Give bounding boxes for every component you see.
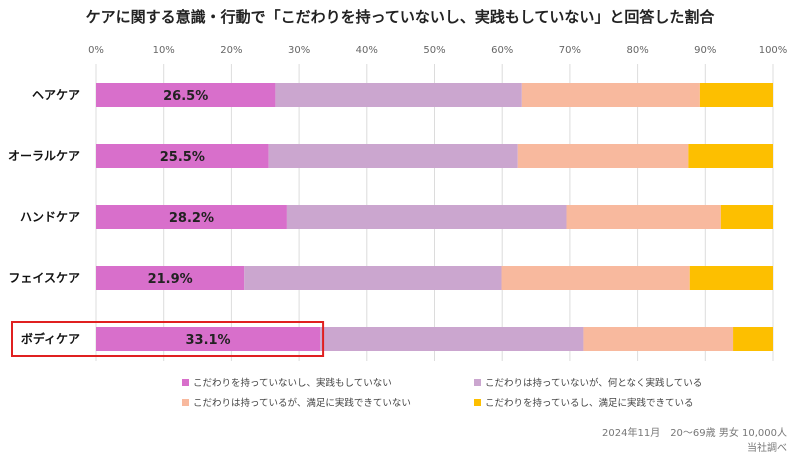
chart-title: ケアに関する意識・行動で「こだわりを持っていないし、実践もしていない」と回答した… <box>86 8 716 26</box>
highlight-box <box>11 321 325 357</box>
data-label: 21.9% <box>148 272 193 287</box>
data-label: 26.5% <box>163 89 208 104</box>
legend-label: こだわりは持っているが、満足に実践できていない <box>193 397 411 409</box>
bar-segment <box>688 144 773 168</box>
legend-swatch <box>182 399 189 406</box>
bar-segment <box>521 83 700 107</box>
category-label: オーラルケア <box>8 149 80 163</box>
footnote-line1: 2024年11月 20～69歳 男女 10,000人 <box>602 426 787 439</box>
bar-segment <box>244 266 502 290</box>
x-tick-label: 40% <box>356 45 378 56</box>
category-label: ボディケア <box>21 331 80 346</box>
legend-swatch <box>182 379 189 386</box>
legend-swatch <box>474 379 481 386</box>
category-label: ハンドケア <box>20 210 80 224</box>
legend-label: こだわりは持っていないが、何となく実践している <box>485 377 702 389</box>
bar-segment <box>689 266 773 290</box>
x-tick-label: 50% <box>423 45 445 56</box>
legend-swatch <box>474 399 481 406</box>
bar-segment <box>517 144 689 168</box>
bar-segment <box>268 144 518 168</box>
x-tick-label: 60% <box>491 45 513 56</box>
x-tick-label: 100% <box>759 45 788 56</box>
x-tick-label: 70% <box>559 45 581 56</box>
bar-segment <box>320 327 584 351</box>
data-label: 33.1% <box>185 333 230 348</box>
bar-segment <box>96 266 245 290</box>
bar-segment <box>96 83 276 107</box>
x-axis-ticks: 0% 10% 20% 30% 40% 50% 60% 70% 80% 90% 100% <box>88 45 787 56</box>
bar-segment <box>566 205 721 229</box>
category-label: ヘアケア <box>32 88 80 102</box>
data-label: 28.2% <box>169 211 214 226</box>
category-label: フェイスケア <box>8 271 80 285</box>
legend: こだわりを持っていないし、実践もしていない こだわりは持っていないが、何となく実践… <box>182 377 702 409</box>
x-tick-label: 30% <box>288 45 310 56</box>
legend-label: こだわりを持っているし、満足に実践できている <box>485 397 694 409</box>
x-tick-label: 80% <box>626 45 648 56</box>
bar-segment <box>501 266 690 290</box>
x-tick-label: 20% <box>220 45 242 56</box>
bar-segment <box>286 205 567 229</box>
bar-segment <box>96 205 287 229</box>
bar-segment <box>583 327 734 351</box>
bars <box>96 83 773 351</box>
x-tick-label: 10% <box>153 45 175 56</box>
x-tick-label: 0% <box>88 45 104 56</box>
data-labels: 26.5% 25.5% 28.2% 21.9% 33.1% <box>148 89 231 348</box>
legend-label: こだわりを持っていないし、実践もしていない <box>193 377 392 389</box>
bar-segment <box>275 83 522 107</box>
bar-segment <box>733 327 773 351</box>
bar-segment <box>720 205 773 229</box>
highlight-rect <box>11 321 325 357</box>
bar-segment <box>96 144 269 168</box>
bar-segment <box>96 327 321 351</box>
x-tick-label: 90% <box>694 45 716 56</box>
footnote-line2: 当社調べ <box>747 441 787 454</box>
bar-segment <box>699 83 773 107</box>
data-label: 25.5% <box>160 150 205 165</box>
